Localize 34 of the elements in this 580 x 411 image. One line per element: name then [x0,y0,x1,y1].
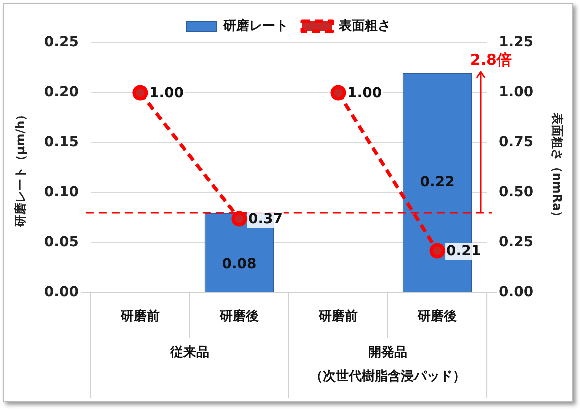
x-tick-label: 研磨前 [120,308,160,324]
text: 従来品 [169,345,210,360]
text: 開発品 [368,345,408,360]
x-tick-label: 研磨後 [218,308,259,324]
text: （次世代樹脂含浸パッド） [310,368,466,384]
y-tick-label: 0.00 [44,284,80,301]
data-label: 0.21 [446,244,482,260]
y2-tick-label: 1.00 [499,84,534,101]
y2-tick-label: 1.25 [499,34,534,51]
annotation: 2.8倍 [470,50,512,69]
y2-axis-title: 表面粗さ（nmRa） [550,112,565,224]
x-tick-label: 研磨後 [417,308,458,324]
data-label: 1.00 [149,86,184,102]
x-tick-label: 研磨前 [318,308,358,324]
y2-tick-label: 0.25 [499,234,534,251]
y-tick-label: 0.25 [44,34,79,51]
y-tick-label: 0.05 [44,234,79,251]
y2-tick-label: 0.75 [499,134,534,151]
data-label: 0.37 [248,212,284,228]
y2-tick-label: 0.00 [499,284,534,301]
y-axis-title: 研磨レート（μm/h） [13,108,28,228]
y-tick-label: 0.10 [44,184,80,201]
point [232,211,248,227]
y-tick-label: 0.20 [44,84,80,101]
data-label: 0.08 [222,256,257,272]
point [132,85,148,101]
legend-label: 研磨レート [222,18,288,34]
data-label: 1.00 [348,86,382,102]
y2-tick-label: 0.50 [499,184,534,201]
legend-label: 表面粗さ [338,18,391,34]
data-label: 0.22 [420,174,455,190]
y-tick-label: 0.15 [44,134,79,151]
point [330,85,346,101]
point [430,243,446,259]
